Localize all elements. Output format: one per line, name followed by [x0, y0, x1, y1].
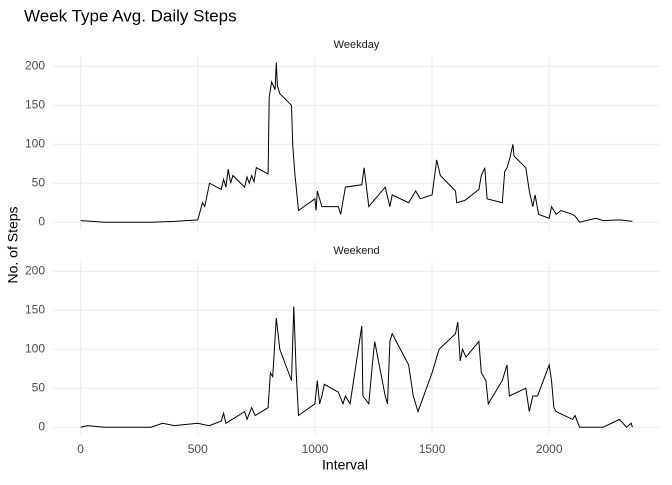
y-tick-label: 0 [38, 419, 45, 433]
y-tick-label: 0 [38, 214, 45, 228]
x-tick-label: 1500 [419, 442, 446, 456]
y-tick-label: 150 [25, 97, 45, 111]
data-line [80, 306, 633, 428]
x-tick-label: 500 [188, 442, 208, 456]
y-tick-label: 200 [25, 264, 45, 278]
y-axis-label: No. of Steps [5, 206, 21, 283]
y-tick-label: 100 [25, 341, 45, 355]
x-tick-label: 0 [77, 442, 84, 456]
y-tick-label: 50 [32, 175, 46, 189]
y-tick-label: 200 [25, 59, 45, 73]
x-tick-label: 2000 [536, 442, 563, 456]
chart-title: Week Type Avg. Daily Steps [24, 6, 237, 25]
facet-label: Weekend [333, 245, 379, 257]
x-tick-label: 1000 [302, 442, 329, 456]
facet-label: Weekday [334, 39, 380, 51]
y-tick-label: 50 [32, 380, 46, 394]
y-tick-label: 150 [25, 302, 45, 316]
data-line [80, 62, 633, 223]
y-tick-label: 100 [25, 136, 45, 150]
x-axis-label: Interval [322, 457, 368, 473]
